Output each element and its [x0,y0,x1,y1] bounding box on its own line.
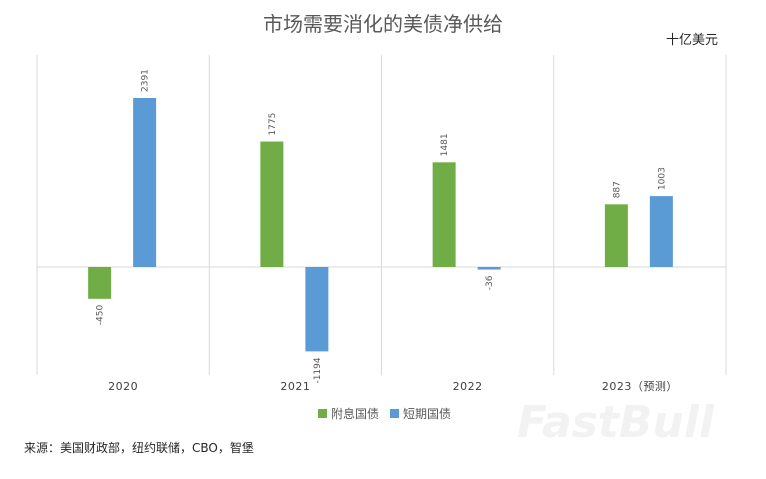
legend-label: 短期国债 [403,407,451,421]
x-tick-label: 2022 [453,380,483,393]
x-tick-label: 2021 [280,380,310,393]
bar-coupon-3 [604,204,628,267]
bar-bill-2 [477,267,501,270]
legend-label: 附息国债 [331,406,379,421]
x-axis-ticks: 2020 2021 2022 2023（预测） [108,380,678,393]
x-tick-label: 2023（预测） [602,380,678,393]
bar-bill-3 [649,196,673,267]
chart-title: 市场需要消化的美债净供给 [263,12,503,36]
bar-bill-1 [305,267,329,352]
bar-coupon-1 [260,141,284,267]
data-labels: -450 2391 1775 -1194 1481 -36 887 1003 [96,69,668,383]
bar-bill-0 [133,98,157,267]
legend-swatch [390,409,399,418]
data-label: 1481 [440,133,450,156]
data-label: 1775 [268,113,278,136]
x-tick-label: 2020 [108,380,138,393]
data-label: -1194 [313,357,323,383]
legend-swatch [318,409,327,418]
source-note: 来源：美国财政部，纽约联储，CBO，智堡 [24,440,254,455]
data-label: 1003 [657,167,667,190]
bars [88,98,673,352]
legend: 附息国债 短期国债 [318,406,451,421]
bar-coupon-0 [88,267,112,299]
watermark: FastBull [517,397,715,448]
data-label: 887 [612,181,622,198]
data-label: -450 [96,305,106,326]
data-label: 2391 [141,69,151,92]
unit-label: 十亿美元 [666,33,718,48]
data-label: -36 [485,275,495,290]
bar-coupon-2 [432,162,456,267]
